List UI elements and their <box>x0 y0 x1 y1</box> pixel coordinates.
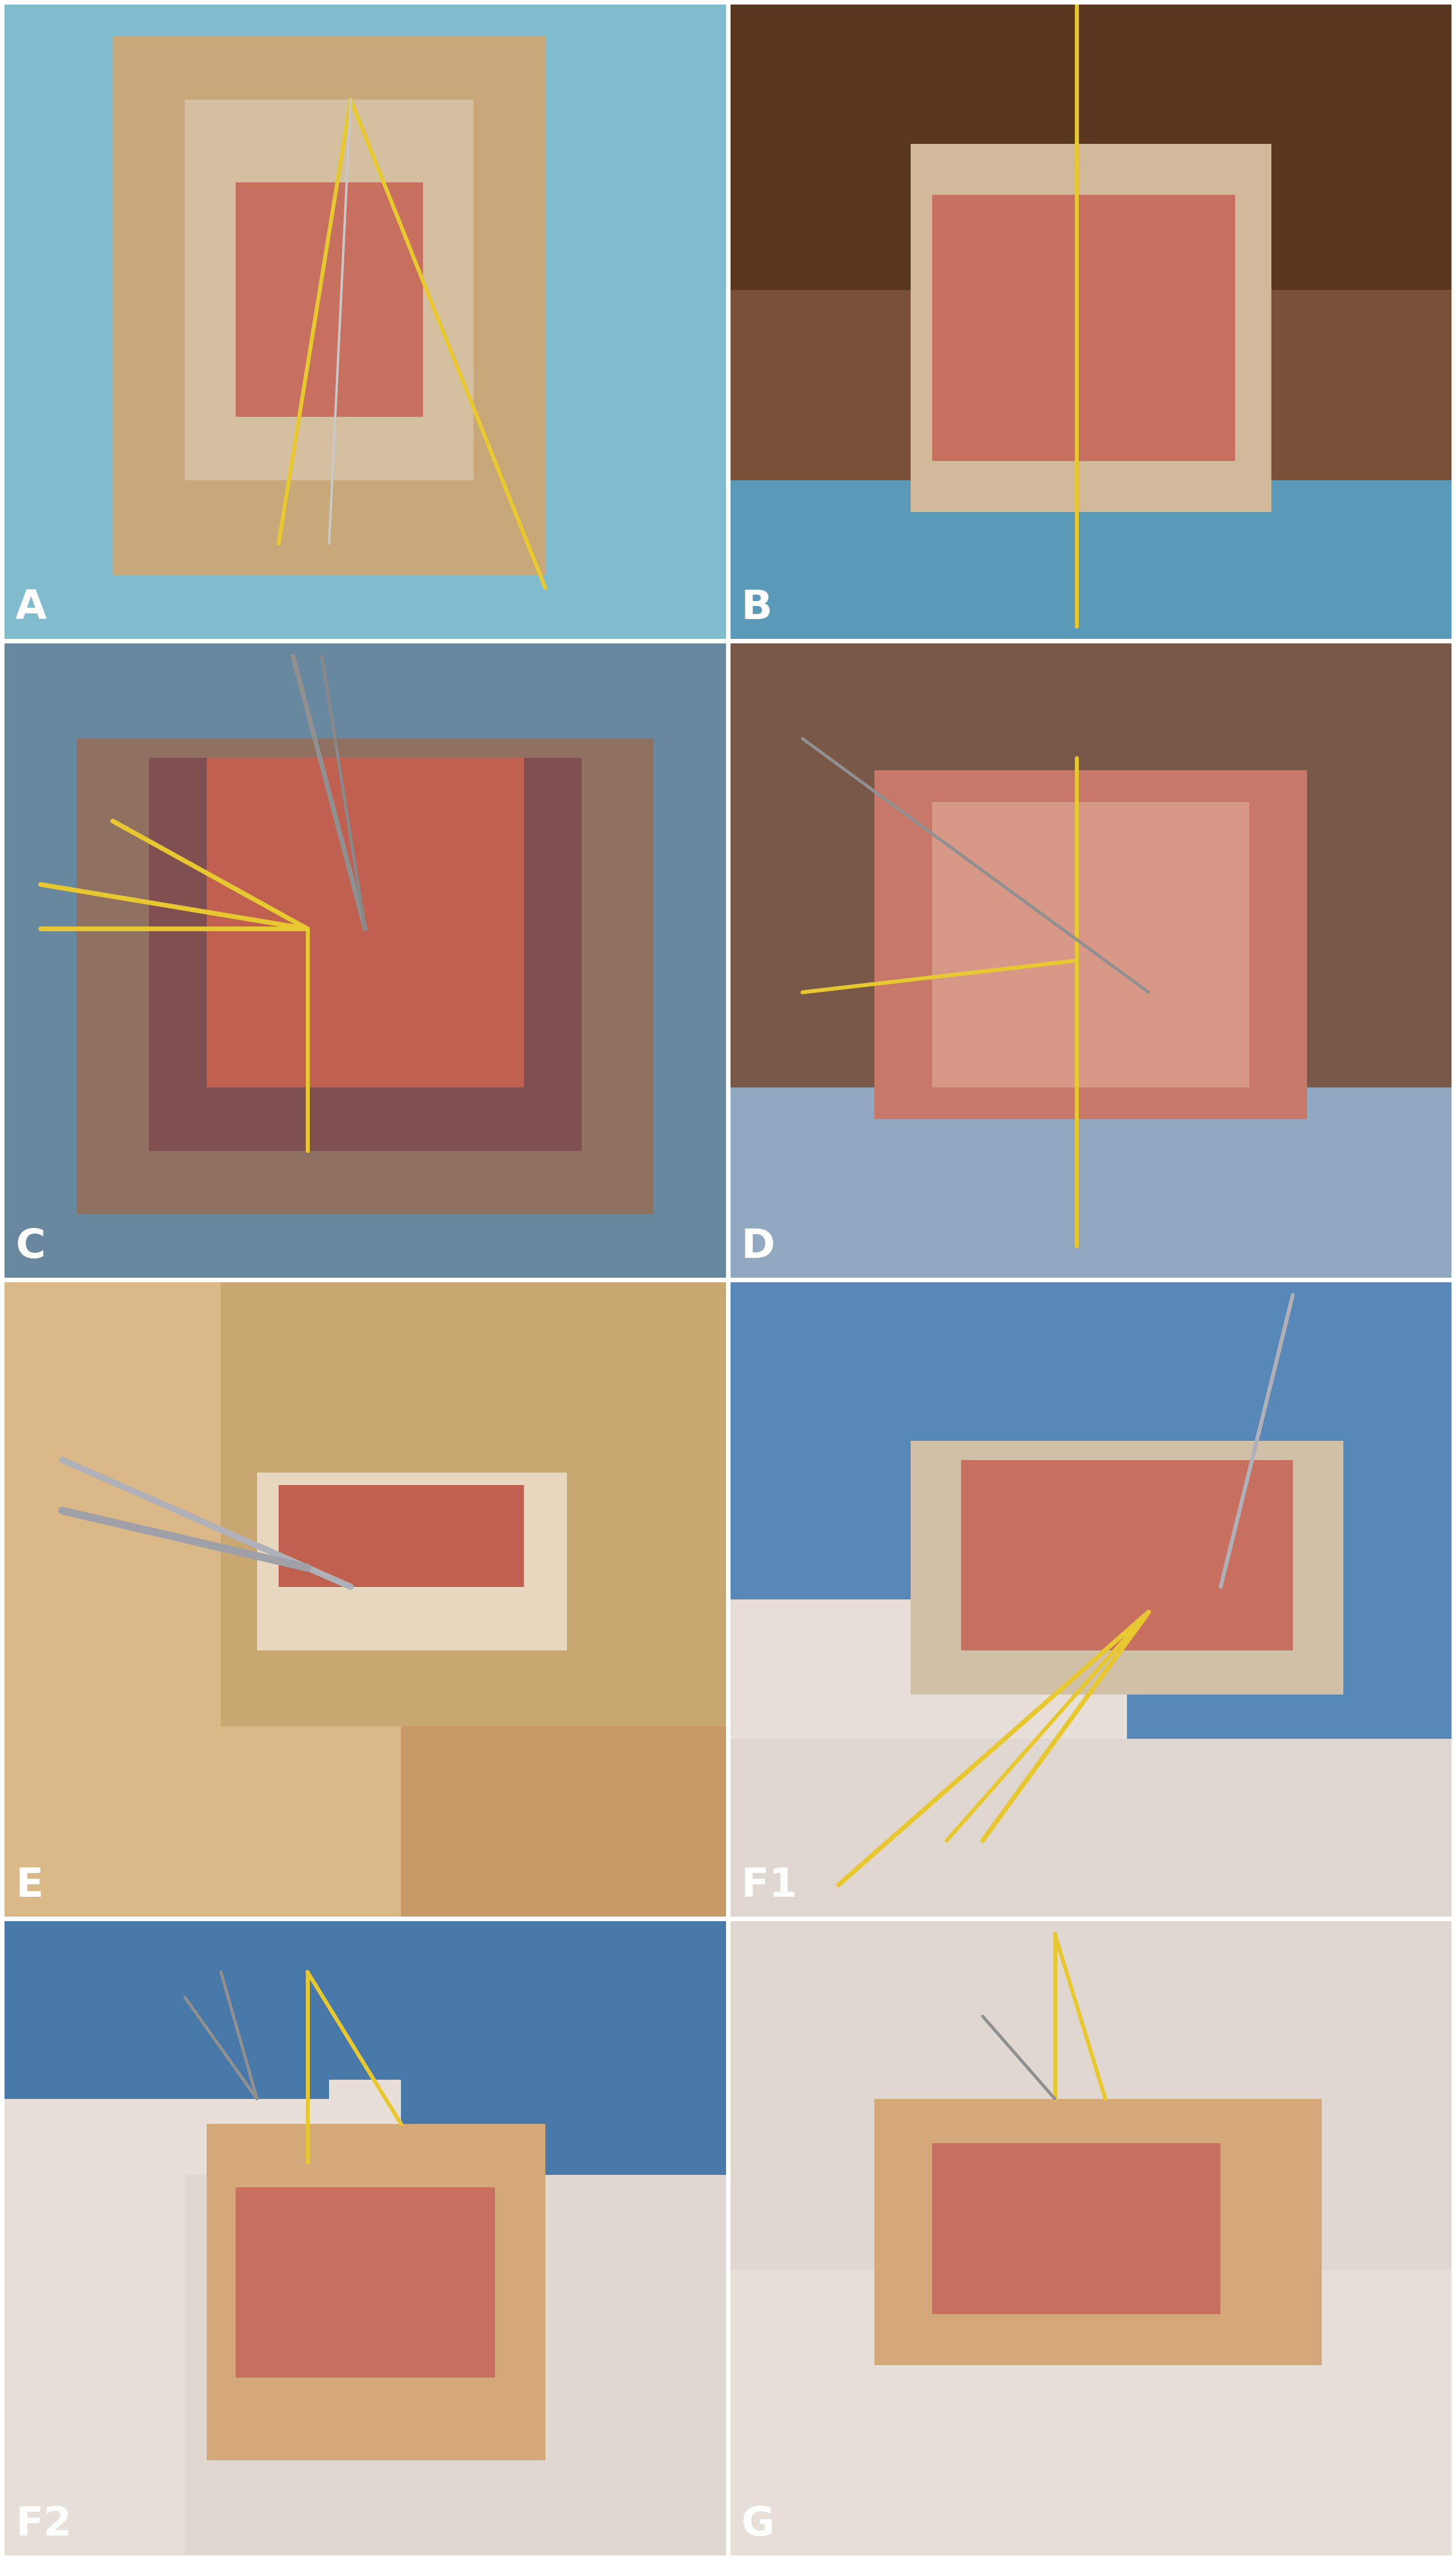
Bar <box>731 1055 1452 1277</box>
Bar <box>207 758 524 1088</box>
Text: F1: F1 <box>741 1866 798 1905</box>
Bar <box>4 1283 402 1917</box>
Bar <box>731 5 1452 481</box>
Text: G: G <box>741 2506 775 2545</box>
Bar <box>910 143 1271 512</box>
Bar <box>731 1920 1452 2271</box>
Bar <box>256 1472 566 1651</box>
Text: C: C <box>16 1226 45 1267</box>
Bar <box>932 2143 1220 2314</box>
Bar <box>875 771 1307 1119</box>
Bar <box>731 5 1452 289</box>
Bar <box>932 195 1235 461</box>
Bar <box>4 1920 329 2099</box>
Bar <box>77 737 654 1213</box>
Text: D: D <box>741 1226 775 1267</box>
Bar <box>731 643 1452 1088</box>
Bar <box>207 2125 546 2460</box>
Bar <box>221 1283 725 1725</box>
Bar <box>731 1738 1452 1917</box>
Text: A: A <box>16 589 47 627</box>
Bar <box>236 182 422 417</box>
Text: E: E <box>16 1866 44 1905</box>
Bar <box>112 36 546 576</box>
Text: B: B <box>741 589 772 627</box>
Bar <box>236 2189 495 2378</box>
Bar <box>932 801 1249 1088</box>
Text: F2: F2 <box>16 2506 71 2545</box>
Bar <box>185 2176 725 2555</box>
Bar <box>4 2079 402 2555</box>
Bar <box>910 1441 1344 1695</box>
Bar <box>185 100 473 481</box>
Bar <box>961 1459 1293 1651</box>
Bar <box>278 1485 524 1587</box>
Bar <box>149 758 581 1152</box>
Bar <box>875 2099 1322 2365</box>
Bar <box>731 2237 1452 2555</box>
Bar <box>731 1600 1127 1917</box>
